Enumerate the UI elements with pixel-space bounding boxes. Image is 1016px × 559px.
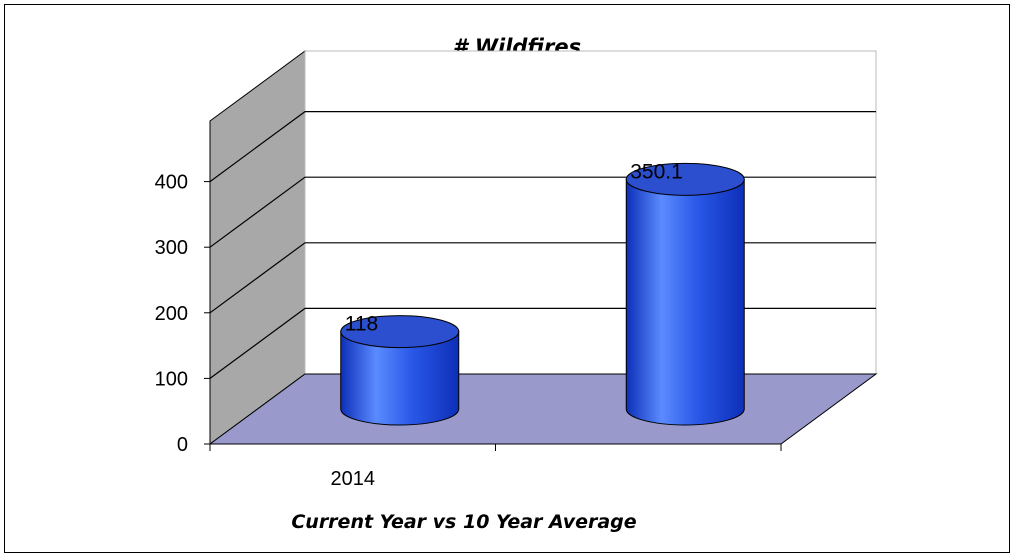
bar-top — [625, 162, 745, 196]
x-tick-label: 2014 — [331, 468, 376, 490]
bar: 350.1 — [625, 160, 745, 426]
y-tick-label: 200 — [155, 303, 188, 325]
floor — [208, 373, 878, 445]
x-axis-ticks: 2014 — [209, 443, 782, 490]
bar-top — [340, 315, 460, 349]
y-axis-ticks: 0 100 200 300 400 — [155, 121, 211, 456]
gridline — [209, 110, 876, 183]
data-label: 350.1 — [630, 160, 683, 183]
data-label: 118 — [345, 313, 378, 336]
y-tick-label: 300 — [155, 237, 188, 259]
bar-body — [625, 178, 745, 426]
y-tick-label: 100 — [155, 368, 188, 390]
bars: 118 350.1 — [340, 160, 745, 426]
bar-body — [340, 331, 460, 426]
y-tick-label: 0 — [177, 434, 188, 456]
y-tick-label: 400 — [155, 172, 188, 194]
bar: 118 — [340, 313, 460, 426]
x-axis-label: Current Year vs 10 Year Average — [291, 511, 636, 533]
chart-walls — [208, 50, 878, 445]
